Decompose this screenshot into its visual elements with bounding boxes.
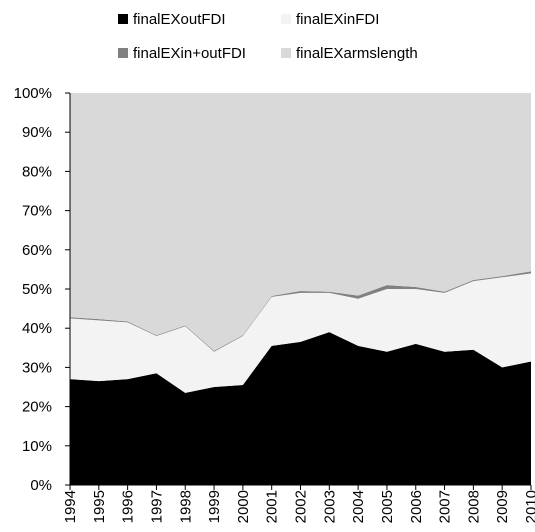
y-tick-label: 100% (14, 85, 52, 102)
x-tick-label: 1999 (206, 490, 223, 523)
legend-swatch (118, 14, 128, 24)
x-tick-label: 2000 (235, 490, 252, 523)
y-tick-label: 0% (30, 477, 52, 494)
y-tick-label: 10% (22, 438, 52, 455)
x-tick-label: 2010 (523, 490, 535, 523)
legend-label: finalEXin+outFDI (133, 45, 246, 62)
y-tick-label: 20% (22, 399, 52, 416)
x-tick-label: 2006 (408, 490, 425, 523)
x-tick-label: 1997 (148, 490, 165, 523)
legend-swatch (281, 48, 291, 58)
x-tick-label: 2002 (293, 490, 310, 523)
y-tick-label: 60% (22, 242, 52, 259)
x-tick-label: 1998 (177, 490, 194, 523)
series-area-3 (70, 93, 531, 351)
plot-area (70, 93, 531, 485)
legend-swatch (281, 14, 291, 24)
legend-swatch (118, 48, 128, 58)
y-tick-label: 90% (22, 124, 52, 141)
x-tick-label: 1994 (62, 490, 79, 523)
legend: finalEXoutFDI finalEXinFDI finalEXin+outFD… (118, 11, 418, 62)
legend-label: finalEXarmslength (296, 45, 418, 62)
x-tick-label: 2009 (494, 490, 511, 523)
y-tick-label: 50% (22, 281, 52, 298)
series-area-0 (70, 332, 531, 485)
x-tick-label: 1996 (120, 490, 137, 523)
x-tick-label: 2004 (350, 490, 367, 523)
x-tick-label: 2005 (379, 490, 396, 523)
y-tick-label: 30% (22, 359, 52, 376)
x-tick-label: 2003 (321, 490, 338, 523)
series-area-2 (70, 271, 531, 352)
y-tick-label: 80% (22, 163, 52, 180)
axes: 0% 10% 20% 30% 40% 50% 60% 70% 80% 90% 100% 1994 199… (14, 85, 535, 523)
x-tick-label: 2001 (264, 490, 281, 523)
series-area-1 (70, 273, 531, 393)
x-tick-label: 1995 (91, 490, 108, 523)
x-tick-label: 2008 (465, 490, 482, 523)
legend-label: finalEXinFDI (296, 11, 379, 28)
legend-label: finalEXoutFDI (133, 11, 226, 28)
x-tick-label: 2007 (437, 490, 454, 523)
y-tick-label: 40% (22, 320, 52, 337)
y-tick-label: 70% (22, 203, 52, 220)
